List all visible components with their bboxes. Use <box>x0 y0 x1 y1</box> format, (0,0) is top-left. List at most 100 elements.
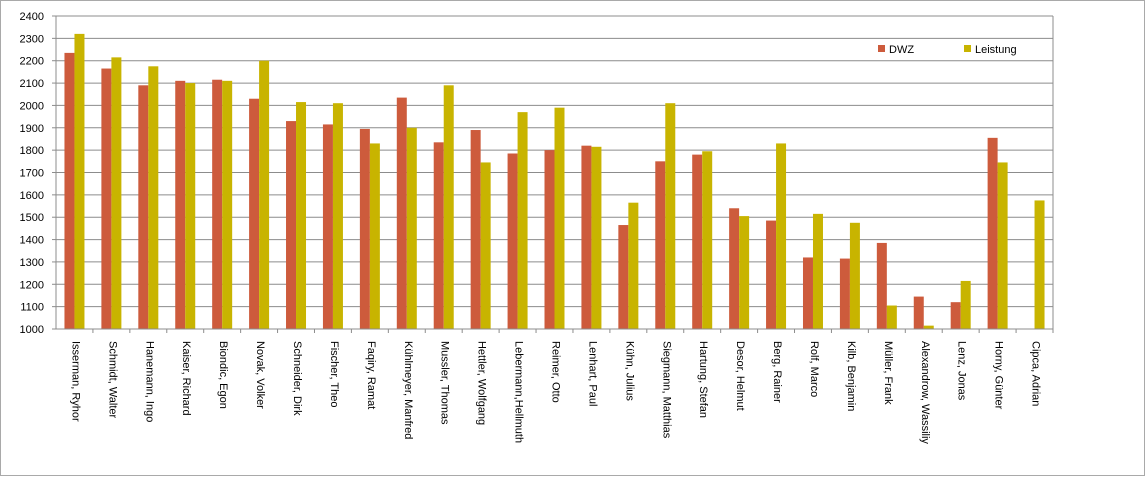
x-tick-label: Schneider, Dirk <box>291 341 303 416</box>
bar-dwz <box>618 225 629 329</box>
bar-leistung <box>997 162 1008 329</box>
y-tick-label: 1400 <box>20 235 44 247</box>
bar-leistung <box>776 143 787 329</box>
legend-label-leistung: Leistung <box>975 44 1017 56</box>
legend-swatch-leistung <box>964 45 971 52</box>
bar-dwz <box>876 242 887 329</box>
bar-dwz <box>950 302 961 329</box>
bar-dwz <box>766 220 777 329</box>
bar-dwz <box>802 257 813 329</box>
x-tick-label: Desor, Helmut <box>734 341 746 411</box>
bar-dwz <box>692 154 703 329</box>
bar-dwz <box>175 80 186 329</box>
x-tick-label: Hettler, Wolfgang <box>476 341 488 425</box>
bar-dwz <box>507 153 518 329</box>
bar-leistung <box>222 80 233 329</box>
y-tick-label: 1300 <box>20 257 44 269</box>
bar-leistung <box>74 33 85 330</box>
bar-leistung <box>332 103 343 329</box>
x-tick-label: Kaiser, Richard <box>180 341 192 416</box>
y-tick-label: 1000 <box>20 324 44 336</box>
bar-leistung <box>886 305 897 329</box>
x-tick-label: Hanemann, Ingo <box>143 341 155 422</box>
x-tick-label: Müller, Frank <box>882 341 894 405</box>
y-tick-label: 1100 <box>20 302 44 314</box>
y-tick-label: 2200 <box>20 56 44 68</box>
x-tick-labels: Isserman, Ryhor Schmidt, Walter Hanemann, … <box>69 341 1041 444</box>
x-tick-label: Kühlmeyer, Manfred <box>402 341 414 439</box>
bar-dwz <box>433 142 444 329</box>
y-tick-label: 1800 <box>20 145 44 157</box>
y-tick-label: 2300 <box>20 33 44 45</box>
x-tick-label: Fischer, Theo <box>328 341 340 407</box>
legend-label-dwz: DWZ <box>889 44 914 56</box>
x-tick-label: Kühn, Julius <box>623 341 635 401</box>
bar-dwz <box>470 130 481 329</box>
bar-leistung <box>628 202 639 329</box>
bar-leistung <box>665 103 676 329</box>
bar-leistung <box>591 146 602 329</box>
y-tick-label: 2000 <box>20 100 44 112</box>
bar-leistung <box>148 66 159 329</box>
x-tick-label: Schmidt, Walter <box>106 341 118 419</box>
x-tick-label: Lenhart, Paul <box>586 341 598 406</box>
y-tick-label: 1500 <box>20 212 44 224</box>
x-tick-label: Cipca, Adrian <box>1030 341 1042 406</box>
x-tick-label: Lebermann,Hellmuth <box>513 341 525 443</box>
bar-leistung <box>296 102 307 329</box>
x-tick-label: Alexandrow, Wassiliy <box>919 341 931 444</box>
legend-swatch-dwz <box>878 45 885 52</box>
bar-dwz <box>249 98 260 329</box>
bar-leistung <box>960 280 971 329</box>
bar-leistung <box>702 151 713 329</box>
bar-dwz <box>987 137 998 329</box>
bar-dwz <box>212 79 223 329</box>
x-tick-label: Horny, Günter <box>993 341 1005 410</box>
bar-leistung <box>185 83 196 329</box>
x-tick-label: Isserman, Ryhor <box>69 341 81 422</box>
bar-dwz <box>101 68 112 330</box>
x-tick-label: Faqiry, Ramat <box>365 341 377 409</box>
bar-dwz <box>138 85 149 329</box>
bar-leistung <box>812 213 823 329</box>
bar-dwz <box>581 145 592 329</box>
bar-dwz <box>544 150 555 329</box>
bar-dwz <box>396 97 407 329</box>
x-tick-label: Kilb, Benjamin <box>845 341 857 411</box>
axes <box>52 15 1054 333</box>
bar-leistung <box>111 57 122 329</box>
y-tick-labels: 1000 1100 1200 1300 1400 1500 1600 1700 1800 1900… <box>20 11 44 336</box>
bar-leistung <box>259 60 270 329</box>
bar-dwz <box>359 128 370 329</box>
x-tick-label: Reimer, Otto <box>550 341 562 403</box>
bar-leistung <box>739 216 750 329</box>
bar-leistung <box>554 107 565 330</box>
x-tick-label: Siegmann, Matthias <box>660 341 672 439</box>
bars <box>64 33 1045 330</box>
x-tick-label: Lenz, Jonas <box>956 341 968 401</box>
y-tick-label: 1900 <box>20 123 44 135</box>
y-tick-label: 1700 <box>20 168 44 180</box>
x-tick-label: Berg, Rainer <box>771 341 783 403</box>
x-tick-label: Rolf, Marco <box>808 341 820 397</box>
bar-dwz <box>286 121 297 329</box>
bar-dwz <box>729 208 740 329</box>
y-tick-label: 1600 <box>20 190 44 202</box>
bar-leistung <box>849 222 860 329</box>
bar-leistung <box>443 85 454 329</box>
legend: DWZ Leistung <box>878 44 1017 56</box>
bar-leistung <box>406 127 417 330</box>
bar-dwz <box>655 161 666 329</box>
x-tick-label: Mussler, Thomas <box>439 341 451 425</box>
y-tick-label: 1200 <box>20 279 44 291</box>
bar-dwz <box>913 296 924 329</box>
y-tick-label: 2400 <box>20 11 44 23</box>
bar-leistung <box>923 325 934 329</box>
y-tick-label: 2100 <box>20 78 44 90</box>
x-tick-label: Hartung, Stefan <box>697 341 709 418</box>
bar-leistung <box>480 162 491 329</box>
x-tick-label: Novak, Volker <box>254 341 266 409</box>
bar-dwz <box>322 124 333 329</box>
